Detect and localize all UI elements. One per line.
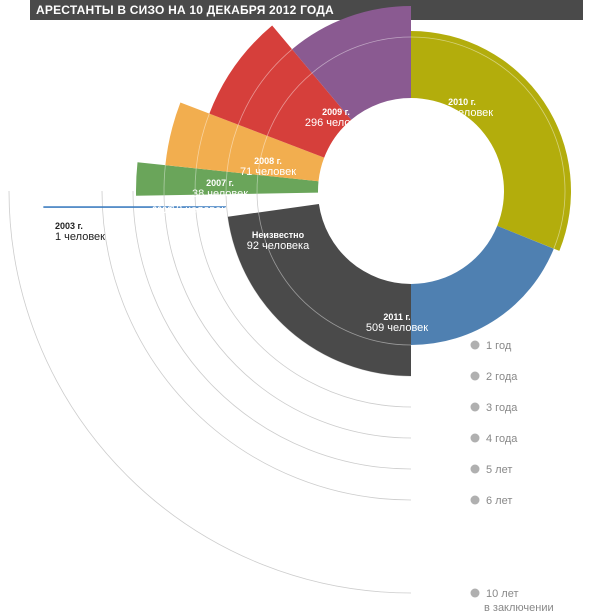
segment-year-label-2006: 2006 г.	[152, 205, 180, 215]
ring-label-5: 5 лет	[486, 464, 512, 476]
segment-year-label-2007: 2007 г.	[206, 178, 234, 188]
segment-ring-line	[237, 48, 293, 125]
chart-title: АРЕСТАНТЫ В СИЗО НА 10 ДЕКАБРЯ 2012 ГОДА	[36, 3, 334, 17]
segment-labels: 2010 г.541 человек 2011 г.509 человек Неиз…	[55, 97, 493, 334]
segment-year-label-2010: 2010 г.	[448, 97, 476, 107]
ring-marker-3	[470, 402, 480, 412]
segment-2009	[292, 6, 411, 120]
segment-count-label-2006: 18 человек	[170, 204, 226, 216]
ring-label-10: 10 лет	[486, 588, 519, 600]
segment-count-label-2010: 541 человек	[431, 107, 493, 119]
segment-year-label-unknown: Неизвестно	[252, 230, 305, 240]
segment-2006	[136, 162, 319, 196]
segment-ring-line	[266, 72, 313, 136]
title-bar: АРЕСТАНТЫ В СИЗО НА 10 ДЕКАБРЯ 2012 ГОДА	[30, 0, 583, 20]
ring-guides	[8, 190, 412, 594]
segment-count-label-2007: 38 человек	[192, 188, 248, 200]
segment-count-label-unknown: 92 человека	[247, 240, 310, 252]
ring-marker-2	[470, 371, 480, 381]
segment-year-label-2003: 2003 г.	[55, 221, 83, 231]
segment-2007	[165, 102, 325, 182]
ring-guide-4	[163, 190, 412, 439]
inner-ring-lines	[163, 36, 566, 346]
segment-ring-line	[226, 124, 239, 172]
segment-year-label-2009: 2009 г.	[322, 107, 350, 117]
ring-guide-6	[101, 190, 412, 501]
segment-ring-line	[163, 165, 166, 196]
ring-guide-3	[194, 190, 412, 408]
segment-2008	[209, 25, 352, 158]
ring-label-6: 6 лет	[486, 495, 512, 507]
segment-ring-line	[258, 212, 412, 346]
ring-guide-5	[132, 190, 412, 470]
segment-unknown	[227, 203, 411, 376]
segment-count-label-2011: 509 человек	[366, 322, 428, 334]
segment-ring-line	[257, 135, 268, 175]
segment-ring-line	[194, 168, 197, 195]
ring-label-2: 2 года	[486, 371, 518, 383]
segment-ring-line	[410, 36, 566, 249]
segment-year-label-2008: 2008 г.	[254, 156, 282, 166]
segment-ring-line	[256, 174, 259, 194]
segment-count-label-2009: 296 человек	[305, 117, 367, 129]
segment-year-label-2011: 2011 г.	[383, 312, 410, 322]
segment-ring-line	[225, 171, 228, 195]
ring-marker-4	[470, 433, 480, 443]
segment-ring-line	[311, 36, 412, 74]
ring-guide-10	[8, 190, 412, 594]
segment-2010	[411, 31, 571, 251]
ring-labels: 1 год 2 года 3 года 4 года 5 лет 6 лет 10 лет в…	[470, 340, 554, 614]
chart-segments	[43, 6, 571, 376]
ring-marker-5	[470, 464, 480, 474]
ring-label-4: 4 года	[486, 433, 518, 445]
segment-ring-line	[195, 113, 210, 169]
ring-sublabel-10: в заключении	[484, 602, 554, 614]
segment-2011	[411, 225, 554, 345]
ring-marker-10	[470, 588, 480, 598]
ring-label-1: 1 год	[486, 340, 512, 352]
segment-count-label-2003: 1 человек	[55, 231, 105, 243]
segment-count-label-2008: 71 человек	[240, 166, 296, 178]
ring-marker-1	[470, 340, 480, 350]
ring-label-3: 3 года	[486, 402, 518, 414]
ring-marker-6	[470, 495, 480, 505]
